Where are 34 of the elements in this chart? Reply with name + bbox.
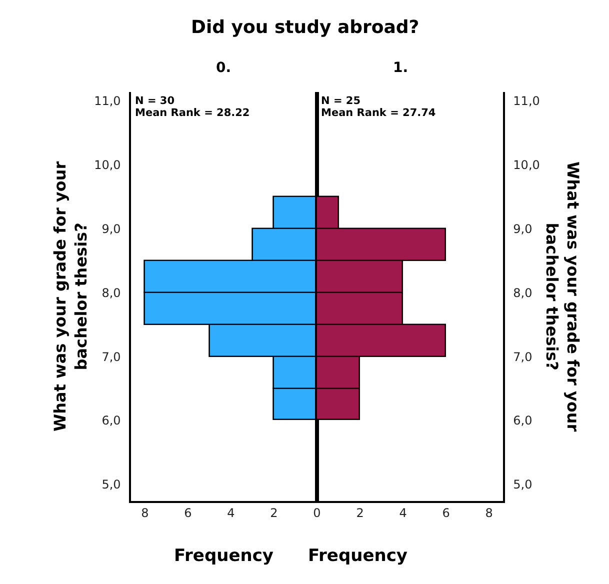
x-tick-label: 6 [442,506,450,520]
y-tick-label: 7,0 [102,350,121,364]
annotation: Mean Rank = 28.22 [135,107,250,119]
x-tick-label: 2 [270,506,278,520]
y-tick-label: 9,0 [513,222,532,236]
x-tick-label: 4 [399,506,407,520]
y-tick-label: 6,0 [513,414,532,428]
chart-subtitle: 0. [216,60,232,76]
chart-subtitle: 1. [393,60,408,76]
x-tick-label: 0 [313,506,321,520]
annotation: Mean Rank = 27.74 [321,107,436,119]
y-axis-title: What was your grade for your bachelor thesis? [542,162,582,432]
y-tick-label: 10,0 [94,158,121,172]
y-tick-label: 10,0 [513,158,540,172]
annotation: N = 30 [135,95,175,107]
x-tick-label: 8 [485,506,493,520]
x-tick-label: 2 [356,506,364,520]
y-tick-label: 8,0 [102,286,121,300]
y-tick-label: 11,0 [513,94,540,108]
annotation: N = 25 [321,95,361,107]
x-axis-title: Frequency [308,546,408,566]
y-tick-label: 5,0 [102,478,121,492]
x-axis-title: Frequency [174,546,274,566]
y-tick-label: 7,0 [513,350,532,364]
x-tick-label: 6 [184,506,192,520]
chart-title: Did you study abroad? [191,17,420,38]
x-tick-label: 4 [227,506,235,520]
y-tick-label: 6,0 [102,414,121,428]
y-tick-label: 8,0 [513,286,532,300]
y-tick-label: 9,0 [102,222,121,236]
y-tick-label: 5,0 [513,478,532,492]
x-tick-label: 8 [141,506,149,520]
y-axis-title: What was your grade for your bachelor thesis? [50,161,90,432]
y-tick-label: 11,0 [94,94,121,108]
